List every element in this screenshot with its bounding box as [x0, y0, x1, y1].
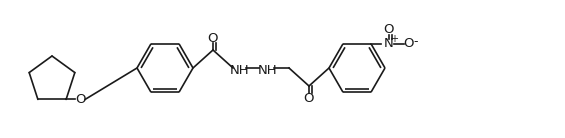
Text: NH: NH	[230, 63, 250, 76]
Text: N: N	[384, 37, 394, 50]
Text: O: O	[75, 93, 85, 106]
Text: +: +	[390, 34, 398, 44]
Text: O: O	[304, 91, 314, 104]
Text: O: O	[384, 23, 394, 36]
Text: O: O	[208, 31, 218, 44]
Text: NH: NH	[258, 63, 278, 76]
Text: O: O	[404, 37, 414, 50]
Text: -: -	[414, 35, 418, 48]
